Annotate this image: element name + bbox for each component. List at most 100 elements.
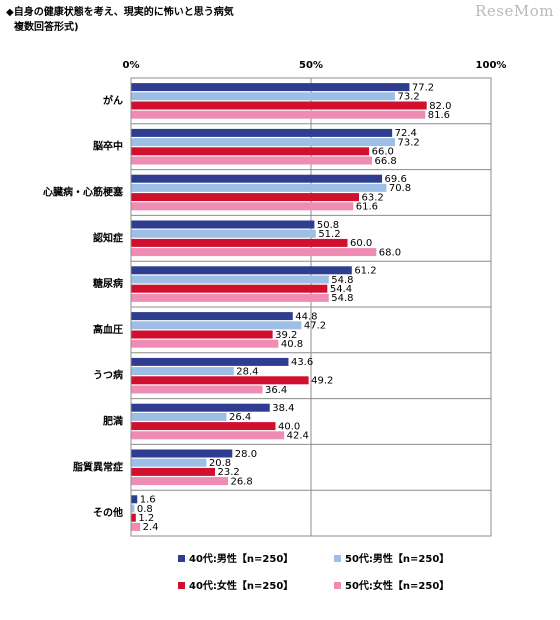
bar xyxy=(131,458,207,467)
legend-label: 50代:男性【n=250】 xyxy=(345,552,449,565)
legend-label: 50代:女性【n=250】 xyxy=(345,579,449,592)
data-label: 28.0 xyxy=(235,449,257,460)
bar xyxy=(131,138,396,147)
legend-label: 40代:男性【n=250】 xyxy=(189,552,293,565)
bar xyxy=(131,504,135,513)
legend-swatch xyxy=(178,582,185,589)
bar xyxy=(131,330,273,339)
data-label: 69.6 xyxy=(385,174,407,185)
bar xyxy=(131,193,360,202)
data-label: 77.2 xyxy=(412,82,434,93)
bar xyxy=(131,293,329,302)
bar xyxy=(131,202,354,211)
data-label: 72.4 xyxy=(395,128,417,139)
data-label: 40.0 xyxy=(278,421,300,432)
bar xyxy=(131,449,233,458)
category-label: うつ病 xyxy=(93,369,123,382)
bar xyxy=(131,220,315,229)
data-label: 26.4 xyxy=(229,412,251,423)
legend-swatch xyxy=(178,555,185,562)
bar xyxy=(131,376,309,385)
legend-swatch xyxy=(334,555,341,562)
bar xyxy=(131,403,270,412)
data-label: 40.8 xyxy=(281,339,303,350)
bar xyxy=(131,284,328,293)
bar xyxy=(131,174,383,183)
category-label: 糖尿病 xyxy=(93,277,123,290)
data-label: 61.2 xyxy=(354,266,376,277)
category-label: がん xyxy=(103,94,123,107)
data-label: 2.4 xyxy=(143,522,159,533)
bar xyxy=(131,385,263,394)
bar xyxy=(131,321,302,330)
data-label: 54.8 xyxy=(331,293,353,304)
bar xyxy=(131,156,372,165)
data-label: 28.4 xyxy=(236,366,258,377)
category-label: 認知症 xyxy=(93,231,123,244)
category-label: 肥満 xyxy=(103,415,123,428)
category-label: 脂質異常症 xyxy=(72,460,123,473)
data-label: 73.2 xyxy=(398,137,420,148)
bar xyxy=(131,275,329,284)
bar xyxy=(131,83,410,92)
bar xyxy=(131,431,285,440)
category-label: その他 xyxy=(93,506,123,519)
bar xyxy=(131,110,426,119)
data-label: 1.6 xyxy=(140,495,156,506)
data-label: 49.2 xyxy=(311,376,333,387)
data-label: 73.2 xyxy=(398,92,420,103)
bar xyxy=(131,128,393,137)
data-label: 47.2 xyxy=(304,321,326,332)
bar xyxy=(131,248,377,257)
data-label: 20.8 xyxy=(209,458,231,469)
data-label: 51.2 xyxy=(318,229,340,240)
bar xyxy=(131,147,370,156)
data-label: 66.8 xyxy=(374,156,396,167)
data-label: 39.2 xyxy=(275,330,297,341)
bar xyxy=(131,183,387,192)
data-label: 66.0 xyxy=(372,147,394,158)
data-label: 23.2 xyxy=(218,467,240,478)
bar xyxy=(131,477,228,486)
x-tick-label: 100% xyxy=(476,60,507,71)
category-label: 高血圧 xyxy=(93,323,123,336)
data-label: 50.8 xyxy=(317,220,339,231)
data-label: 68.0 xyxy=(379,247,401,258)
legend-swatch xyxy=(334,582,341,589)
resemom-logo: ReseMom xyxy=(475,2,554,20)
x-tick-label: 50% xyxy=(299,60,323,71)
category-label: 脳卒中 xyxy=(93,140,123,153)
data-label: 44.8 xyxy=(295,311,317,322)
data-label: 70.8 xyxy=(389,183,411,194)
data-label: 43.6 xyxy=(291,357,313,368)
data-label: 54.8 xyxy=(331,275,353,286)
chart-subtitle: 複数回答形式) xyxy=(14,22,79,33)
bar xyxy=(131,513,136,522)
data-label: 81.6 xyxy=(428,110,450,121)
bar xyxy=(131,357,289,366)
data-label: 82.0 xyxy=(429,101,451,112)
data-label: 0.8 xyxy=(137,504,153,515)
bar xyxy=(131,339,279,348)
bar xyxy=(131,467,216,476)
data-label: 36.4 xyxy=(265,385,287,396)
legend-label: 40代:女性【n=250】 xyxy=(189,579,293,592)
category-label: 心臓病・心筋梗塞 xyxy=(43,186,124,199)
bar xyxy=(131,412,227,421)
bar xyxy=(131,229,316,238)
bar xyxy=(131,238,348,247)
bar xyxy=(131,266,352,275)
data-label: 38.4 xyxy=(272,403,294,414)
bar xyxy=(131,522,141,531)
data-label: 60.0 xyxy=(350,238,372,249)
bar xyxy=(131,92,396,101)
bar xyxy=(131,422,276,431)
bar xyxy=(131,101,427,110)
bar xyxy=(131,367,234,376)
chart-title: ◆自身の健康状態を考え、現実的に怖いと思う病気 xyxy=(6,7,234,18)
data-label: 61.6 xyxy=(356,202,378,213)
data-label: 26.8 xyxy=(230,476,252,487)
bar xyxy=(131,495,138,504)
data-label: 63.2 xyxy=(362,192,384,203)
